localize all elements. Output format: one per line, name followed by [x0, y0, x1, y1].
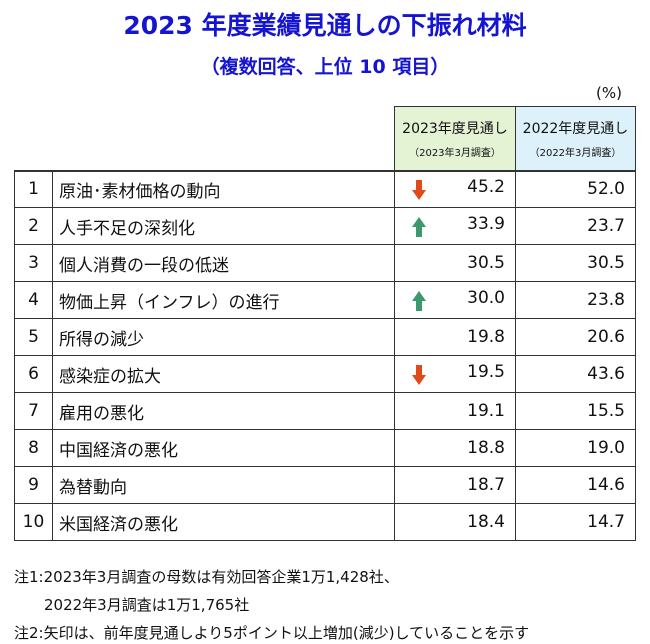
rank: 3: [14, 244, 53, 282]
row: 7 雇用の悪化 19.1 15.5: [14, 392, 636, 430]
note-line: 注2:矢印は、前年度見通しより5ポイント以上増加(減少)していることを示す: [14, 622, 529, 643]
row: 2 人手不足の深刻化 33.9 23.7: [14, 207, 636, 245]
header-title: 2022年度見通し: [522, 120, 629, 137]
note-label: 注2:: [14, 624, 44, 642]
subtitle: （複数回答、上位 10 項目）: [200, 56, 450, 78]
item: 感染症の拡大: [52, 355, 395, 393]
value-2022: 15.5: [515, 392, 636, 430]
rank: 9: [14, 466, 53, 504]
value: 18.8: [467, 438, 505, 458]
arrow-up: [412, 291, 426, 311]
value-2023: 30.0: [394, 281, 516, 319]
arrow-down: [412, 180, 426, 201]
row: 6 感染症の拡大 19.5 43.6: [14, 355, 636, 393]
value-2023: 18.8: [394, 429, 516, 467]
item: 個人消費の一段の低迷: [52, 244, 395, 282]
value: 19.1: [467, 401, 505, 421]
value-2023: 19.5: [394, 355, 516, 393]
value-2022: 23.8: [515, 281, 636, 319]
row: 3 個人消費の一段の低迷 30.5 30.5: [14, 244, 636, 282]
rank: 8: [14, 429, 53, 467]
value-2023: 19.1: [394, 392, 516, 430]
item: 米国経済の悪化: [52, 503, 395, 541]
value-2022: 23.7: [515, 207, 636, 245]
title: 2023 年度業績見通しの下振れ材料: [123, 11, 527, 40]
item: 原油･素材価格の動向: [52, 170, 395, 208]
rank: 7: [14, 392, 53, 430]
value: 18.4: [467, 512, 505, 532]
header-2023: 2023年度見通し （2023年3月調査）: [394, 106, 516, 172]
row: 10 米国経済の悪化 18.4 14.7: [14, 503, 636, 541]
value-2022: 52.0: [515, 170, 636, 208]
table: 2023年度見通し （2023年3月調査） 2022年度見通し （2022年3月調査…: [14, 106, 636, 541]
note-text: 矢印は、前年度見通しより5ポイント以上増加(減少)していることを示す: [43, 624, 530, 642]
rank: 1: [14, 170, 53, 208]
arrow-shape: [412, 180, 426, 201]
value-2022: 14.7: [515, 503, 636, 541]
note-line: 注1:2023年3月調査の母数は有効回答企業1万1,428社、: [14, 566, 399, 587]
value-2023: 19.8: [394, 318, 516, 356]
item: 所得の減少: [52, 318, 395, 356]
value-2023: 18.7: [394, 466, 516, 504]
arrow-down: [412, 365, 426, 385]
value-2023: 30.5: [394, 244, 516, 282]
arrow-shape: [412, 217, 426, 237]
header-2022: 2022年度見通し （2022年3月調査）: [515, 106, 636, 172]
row: 9 為替動向 18.7 14.6: [14, 466, 636, 504]
value-2023: 33.9: [394, 207, 516, 245]
header-sub: （2023年3月調査）: [409, 147, 501, 159]
value-2023: 45.2: [394, 170, 516, 208]
note-label: 注1:: [14, 568, 44, 586]
rank: 5: [14, 318, 53, 356]
unit: (%): [596, 84, 622, 102]
value-2022: 43.6: [515, 355, 636, 393]
value: 33.9: [467, 214, 505, 234]
rank: 4: [14, 281, 53, 319]
header-sub: （2022年3月調査）: [529, 147, 622, 159]
item: 為替動向: [52, 466, 395, 504]
note-text: 2023年3月調査の母数は有効回答企業1万1,428社、: [43, 568, 399, 586]
header-title: 2023年度見通し: [402, 120, 508, 137]
value: 19.8: [467, 327, 505, 347]
note-line: 2022年3月調査は1万1,765社: [14, 594, 249, 615]
arrow-shape: [412, 365, 426, 385]
item: 中国経済の悪化: [52, 429, 395, 467]
arrow-up: [412, 217, 426, 237]
arrow-shape: [412, 291, 426, 311]
item: 人手不足の深刻化: [52, 207, 395, 245]
item: 雇用の悪化: [52, 392, 395, 430]
value-2023: 18.4: [394, 503, 516, 541]
value-2022: 19.0: [515, 429, 636, 467]
note-text: 2022年3月調査は1万1,765社: [44, 596, 250, 614]
blank: [14, 106, 395, 172]
value: 18.7: [467, 475, 505, 495]
value-2022: 30.5: [515, 244, 636, 282]
row: 5 所得の減少 19.8 20.6: [14, 318, 636, 356]
rank: 2: [14, 207, 53, 245]
row: 1 原油･素材価格の動向 45.2 52.0: [14, 170, 636, 208]
row: 4 物価上昇（インフレ）の進行 30.0 23.8: [14, 281, 636, 319]
value: 45.2: [467, 177, 505, 198]
rank: 6: [14, 355, 53, 393]
value: 30.0: [467, 288, 505, 308]
value-2022: 14.6: [515, 466, 636, 504]
value: 30.5: [467, 253, 505, 273]
value-2022: 20.6: [515, 318, 636, 356]
item: 物価上昇（インフレ）の進行: [52, 281, 395, 319]
rank: 10: [14, 503, 53, 541]
value: 19.5: [467, 362, 505, 382]
header-row: 2023年度見通し （2023年3月調査） 2022年度見通し （2022年3月調査…: [14, 106, 636, 172]
row: 8 中国経済の悪化 18.8 19.0: [14, 429, 636, 467]
